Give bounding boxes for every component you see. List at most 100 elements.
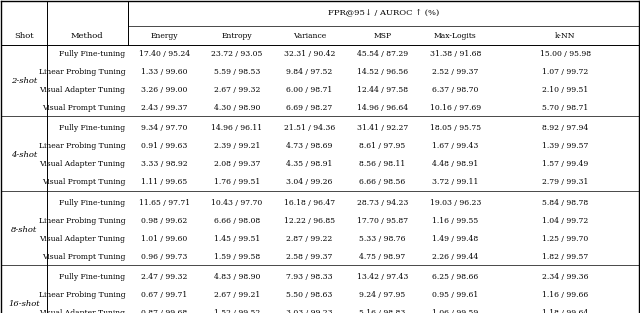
Text: 6.66 / 98.08: 6.66 / 98.08 <box>214 217 260 225</box>
Text: Energy: Energy <box>150 32 178 40</box>
Text: Visual Prompt Tuning: Visual Prompt Tuning <box>42 104 125 111</box>
Text: 8.61 / 97.95: 8.61 / 97.95 <box>359 142 406 150</box>
Text: 3.72 / 99.11: 3.72 / 99.11 <box>432 178 479 186</box>
Text: 32.31 / 90.42: 32.31 / 90.42 <box>284 50 335 58</box>
Text: 2.79 / 99.31: 2.79 / 99.31 <box>542 178 588 186</box>
Text: 0.87 / 99.68: 0.87 / 99.68 <box>141 309 188 313</box>
Text: Max-Logits: Max-Logits <box>434 32 477 40</box>
Text: 2.39 / 99.21: 2.39 / 99.21 <box>214 142 260 150</box>
Text: 16-shot: 16-shot <box>8 300 40 308</box>
Text: 17.40 / 95.24: 17.40 / 95.24 <box>139 50 189 58</box>
Text: 1.33 / 99.60: 1.33 / 99.60 <box>141 68 188 76</box>
Text: 2.34 / 99.36: 2.34 / 99.36 <box>542 274 588 281</box>
Text: Fully Fine-tuning: Fully Fine-tuning <box>60 274 125 281</box>
Text: 1.76 / 99.51: 1.76 / 99.51 <box>214 178 260 186</box>
Text: 12.22 / 96.85: 12.22 / 96.85 <box>284 217 335 225</box>
Text: 5.33 / 98.76: 5.33 / 98.76 <box>359 235 406 243</box>
Text: 6.69 / 98.27: 6.69 / 98.27 <box>286 104 333 111</box>
Text: 1.82 / 99.57: 1.82 / 99.57 <box>542 253 588 260</box>
Text: 10.43 / 97.70: 10.43 / 97.70 <box>211 199 262 207</box>
Text: 0.67 / 99.71: 0.67 / 99.71 <box>141 291 188 299</box>
Text: 14.52 / 96.56: 14.52 / 96.56 <box>357 68 408 76</box>
Text: 8.56 / 98.11: 8.56 / 98.11 <box>359 160 406 168</box>
Text: 1.11 / 99.65: 1.11 / 99.65 <box>141 178 188 186</box>
Text: 2.67 / 99.21: 2.67 / 99.21 <box>214 291 260 299</box>
Text: 5.59 / 98.53: 5.59 / 98.53 <box>214 68 260 76</box>
Text: Linear Probing Tuning: Linear Probing Tuning <box>39 217 125 225</box>
Text: 1.25 / 99.70: 1.25 / 99.70 <box>542 235 588 243</box>
Text: Fully Fine-tuning: Fully Fine-tuning <box>60 199 125 207</box>
Text: 1.39 / 99.57: 1.39 / 99.57 <box>542 142 588 150</box>
Text: 6.00 / 98.71: 6.00 / 98.71 <box>286 86 333 94</box>
Text: Visual Prompt Tuning: Visual Prompt Tuning <box>42 253 125 260</box>
Text: 15.00 / 95.98: 15.00 / 95.98 <box>540 50 591 58</box>
Text: 3.26 / 99.00: 3.26 / 99.00 <box>141 86 188 94</box>
Text: 4.30 / 98.90: 4.30 / 98.90 <box>214 104 260 111</box>
Text: 17.70 / 95.87: 17.70 / 95.87 <box>357 217 408 225</box>
Text: 1.67 / 99.43: 1.67 / 99.43 <box>432 142 479 150</box>
Text: 4.48 / 98.91: 4.48 / 98.91 <box>432 160 479 168</box>
Text: 21.51 / 94.36: 21.51 / 94.36 <box>284 125 335 132</box>
Text: Fully Fine-tuning: Fully Fine-tuning <box>60 50 125 58</box>
Text: 45.54 / 87.29: 45.54 / 87.29 <box>357 50 408 58</box>
Text: 28.73 / 94.23: 28.73 / 94.23 <box>356 199 408 207</box>
Text: 2.26 / 99.44: 2.26 / 99.44 <box>432 253 479 260</box>
Text: Visual Adapter Tuning: Visual Adapter Tuning <box>40 86 125 94</box>
Text: 12.44 / 97.58: 12.44 / 97.58 <box>357 86 408 94</box>
Text: 3.03 / 99.23: 3.03 / 99.23 <box>286 309 333 313</box>
Text: 1.45 / 99.51: 1.45 / 99.51 <box>214 235 260 243</box>
Text: 0.96 / 99.73: 0.96 / 99.73 <box>141 253 188 260</box>
Text: 11.65 / 97.71: 11.65 / 97.71 <box>139 199 189 207</box>
Text: Linear Probing Tuning: Linear Probing Tuning <box>39 291 125 299</box>
Text: 1.57 / 99.49: 1.57 / 99.49 <box>542 160 588 168</box>
Text: FPR@95↓ / AUROC ↑ (%): FPR@95↓ / AUROC ↑ (%) <box>328 9 439 18</box>
Text: 2.58 / 99.37: 2.58 / 99.37 <box>286 253 333 260</box>
Text: 8-shot: 8-shot <box>11 226 37 234</box>
Text: MSP: MSP <box>373 32 392 40</box>
Text: Visual Adapter Tuning: Visual Adapter Tuning <box>40 235 125 243</box>
Text: 31.38 / 91.68: 31.38 / 91.68 <box>429 50 481 58</box>
Text: Visual Adapter Tuning: Visual Adapter Tuning <box>40 309 125 313</box>
Text: 9.84 / 97.52: 9.84 / 97.52 <box>286 68 333 76</box>
Text: 4.73 / 98.69: 4.73 / 98.69 <box>286 142 333 150</box>
Text: Shot: Shot <box>14 32 34 40</box>
Text: 1.04 / 99.72: 1.04 / 99.72 <box>542 217 588 225</box>
Text: Linear Probing Tuning: Linear Probing Tuning <box>39 68 125 76</box>
Text: 2.08 / 99.37: 2.08 / 99.37 <box>214 160 260 168</box>
Text: Method: Method <box>71 32 104 40</box>
Text: 2.43 / 99.37: 2.43 / 99.37 <box>141 104 188 111</box>
Text: 5.50 / 98.63: 5.50 / 98.63 <box>286 291 333 299</box>
Text: 4.83 / 98.90: 4.83 / 98.90 <box>214 274 260 281</box>
Text: 1.16 / 99.66: 1.16 / 99.66 <box>542 291 588 299</box>
Text: 5.16 / 98.83: 5.16 / 98.83 <box>359 309 406 313</box>
Text: Visual Adapter Tuning: Visual Adapter Tuning <box>40 160 125 168</box>
Text: 14.96 / 96.64: 14.96 / 96.64 <box>357 104 408 111</box>
Text: 0.95 / 99.61: 0.95 / 99.61 <box>432 291 479 299</box>
Text: 2.52 / 99.37: 2.52 / 99.37 <box>432 68 479 76</box>
Text: 2.87 / 99.22: 2.87 / 99.22 <box>286 235 333 243</box>
Text: 2.47 / 99.32: 2.47 / 99.32 <box>141 274 188 281</box>
Text: Linear Probing Tuning: Linear Probing Tuning <box>39 142 125 150</box>
Text: 2-shot: 2-shot <box>11 77 37 85</box>
Text: 19.03 / 96.23: 19.03 / 96.23 <box>429 199 481 207</box>
Text: 4-shot: 4-shot <box>11 151 37 159</box>
Text: k-NN: k-NN <box>555 32 575 40</box>
Text: 1.07 / 99.72: 1.07 / 99.72 <box>542 68 588 76</box>
Text: Fully Fine-tuning: Fully Fine-tuning <box>60 125 125 132</box>
Text: 5.70 / 98.71: 5.70 / 98.71 <box>542 104 588 111</box>
Text: 2.67 / 99.32: 2.67 / 99.32 <box>214 86 260 94</box>
Text: 0.91 / 99.63: 0.91 / 99.63 <box>141 142 188 150</box>
Text: 14.96 / 96.11: 14.96 / 96.11 <box>211 125 262 132</box>
Text: 9.24 / 97.95: 9.24 / 97.95 <box>359 291 406 299</box>
Text: 5.84 / 98.78: 5.84 / 98.78 <box>542 199 588 207</box>
Text: 1.49 / 99.48: 1.49 / 99.48 <box>432 235 479 243</box>
Text: 16.18 / 96.47: 16.18 / 96.47 <box>284 199 335 207</box>
Text: 3.33 / 98.92: 3.33 / 98.92 <box>141 160 188 168</box>
Text: 31.41 / 92.27: 31.41 / 92.27 <box>356 125 408 132</box>
Text: 6.37 / 98.70: 6.37 / 98.70 <box>432 86 479 94</box>
Text: 0.98 / 99.62: 0.98 / 99.62 <box>141 217 188 225</box>
Text: Variance: Variance <box>293 32 326 40</box>
Text: Visual Prompt Tuning: Visual Prompt Tuning <box>42 178 125 186</box>
Text: 4.35 / 98.91: 4.35 / 98.91 <box>286 160 333 168</box>
Text: 7.93 / 98.33: 7.93 / 98.33 <box>286 274 333 281</box>
